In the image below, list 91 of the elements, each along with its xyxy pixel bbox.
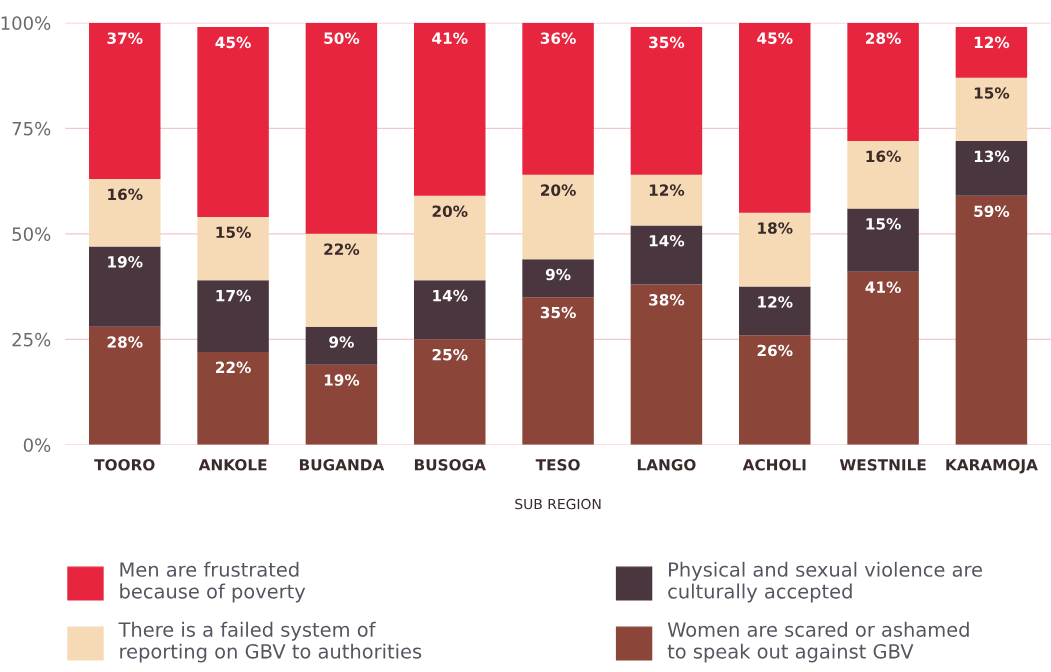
- bar: [305, 364, 378, 445]
- data-label: 35%: [540, 306, 576, 319]
- data-label: 28%: [107, 336, 143, 348]
- data-label: 22%: [216, 361, 251, 374]
- x-tick-label: ANKOLE: [198, 459, 267, 471]
- bar: [630, 225, 703, 285]
- data-label: 25%: [432, 348, 468, 361]
- data-label: 45%: [215, 36, 251, 49]
- bar: [414, 22, 486, 196]
- legend-label: Men are frustrated because of poverty: [120, 561, 306, 603]
- data-label: 50%: [324, 32, 360, 44]
- bar: [955, 27, 1028, 78]
- data-label: 15%: [974, 87, 1010, 99]
- x-tick-label: LANGO: [637, 459, 696, 471]
- bar: [89, 246, 161, 327]
- x-tick-label: TOORO: [94, 459, 155, 471]
- bar: [630, 284, 703, 445]
- data-label: 15%: [866, 218, 901, 230]
- legend-label: There is a failed system of reporting on GBV to authorities: [118, 621, 422, 663]
- data-label: 16%: [108, 188, 143, 201]
- data-label: 59%: [974, 205, 1010, 217]
- data-label: 12%: [974, 36, 1010, 49]
- y-tick-label: 50%: [12, 227, 51, 241]
- data-label: 36%: [540, 32, 576, 44]
- bar: [630, 174, 703, 226]
- legend-label: Women are scared or ashamed to speak out against GBV: [667, 621, 969, 663]
- y-tick-label: 100%: [1, 16, 51, 30]
- bar: [197, 280, 269, 353]
- data-label: 38%: [649, 294, 685, 306]
- bar: [522, 259, 594, 298]
- bar: [847, 141, 919, 209]
- x-tick-label: TESO: [535, 459, 580, 471]
- bar: [197, 216, 269, 281]
- bar: [955, 77, 1028, 142]
- data-label: 26%: [757, 344, 793, 357]
- data-label: 14%: [649, 234, 685, 247]
- data-label: 12%: [758, 296, 793, 308]
- data-label: 41%: [432, 32, 468, 44]
- data-label: 9%: [329, 336, 354, 348]
- bar: [414, 280, 486, 340]
- y-tick-label: 0%: [23, 438, 51, 452]
- data-label: 28%: [866, 32, 901, 44]
- bar: [414, 339, 486, 445]
- x-tick-label: BUGANDA: [299, 459, 385, 471]
- data-label: 41%: [865, 281, 901, 293]
- data-label: 19%: [108, 256, 143, 268]
- data-label: 18%: [758, 222, 793, 234]
- data-label: 13%: [974, 150, 1010, 163]
- x-tick-label: WESTNILE: [839, 459, 926, 471]
- bar: [414, 195, 486, 281]
- y-tick-label: 25%: [12, 332, 51, 347]
- bar: [197, 352, 269, 445]
- bar: [847, 22, 919, 142]
- legend-label: Physical and sexual violence are culturally accepted: [668, 561, 982, 603]
- x-axis-title: SUB REGION: [515, 498, 601, 510]
- bar: [305, 233, 378, 327]
- data-label: 9%: [545, 268, 571, 281]
- bar: [739, 22, 811, 213]
- x-tick-label: ACHOLI: [742, 459, 806, 471]
- bar: [522, 174, 594, 260]
- data-label: 14%: [433, 289, 468, 302]
- bar: [522, 22, 594, 175]
- bar: [89, 326, 161, 445]
- data-label: 19%: [324, 374, 360, 386]
- bar: [955, 141, 1028, 196]
- data-label: 45%: [757, 32, 793, 44]
- bar: [847, 208, 919, 272]
- data-label: 12%: [649, 184, 685, 196]
- bar: [89, 22, 161, 179]
- data-label: 20%: [541, 184, 576, 196]
- data-label: 16%: [866, 150, 901, 163]
- data-label: 37%: [107, 32, 143, 44]
- bar: [305, 22, 378, 234]
- data-label: 22%: [324, 243, 360, 255]
- bar: [522, 297, 594, 445]
- bar: [197, 27, 269, 217]
- bar: [739, 286, 811, 336]
- bar: [847, 271, 919, 445]
- y-tick-label: 75%: [12, 121, 51, 136]
- bar: [739, 335, 811, 445]
- bar: [955, 195, 1028, 445]
- bar: [89, 178, 161, 247]
- bar: [739, 212, 811, 287]
- data-label: 20%: [432, 205, 468, 217]
- data-label: 17%: [216, 289, 251, 302]
- x-tick-label: KARAMOJA: [946, 459, 1038, 474]
- bar: [305, 326, 378, 365]
- data-label: 15%: [216, 226, 251, 239]
- bar: [630, 27, 703, 175]
- data-label: 35%: [649, 36, 685, 49]
- x-tick-label: BUSOGA: [414, 459, 486, 471]
